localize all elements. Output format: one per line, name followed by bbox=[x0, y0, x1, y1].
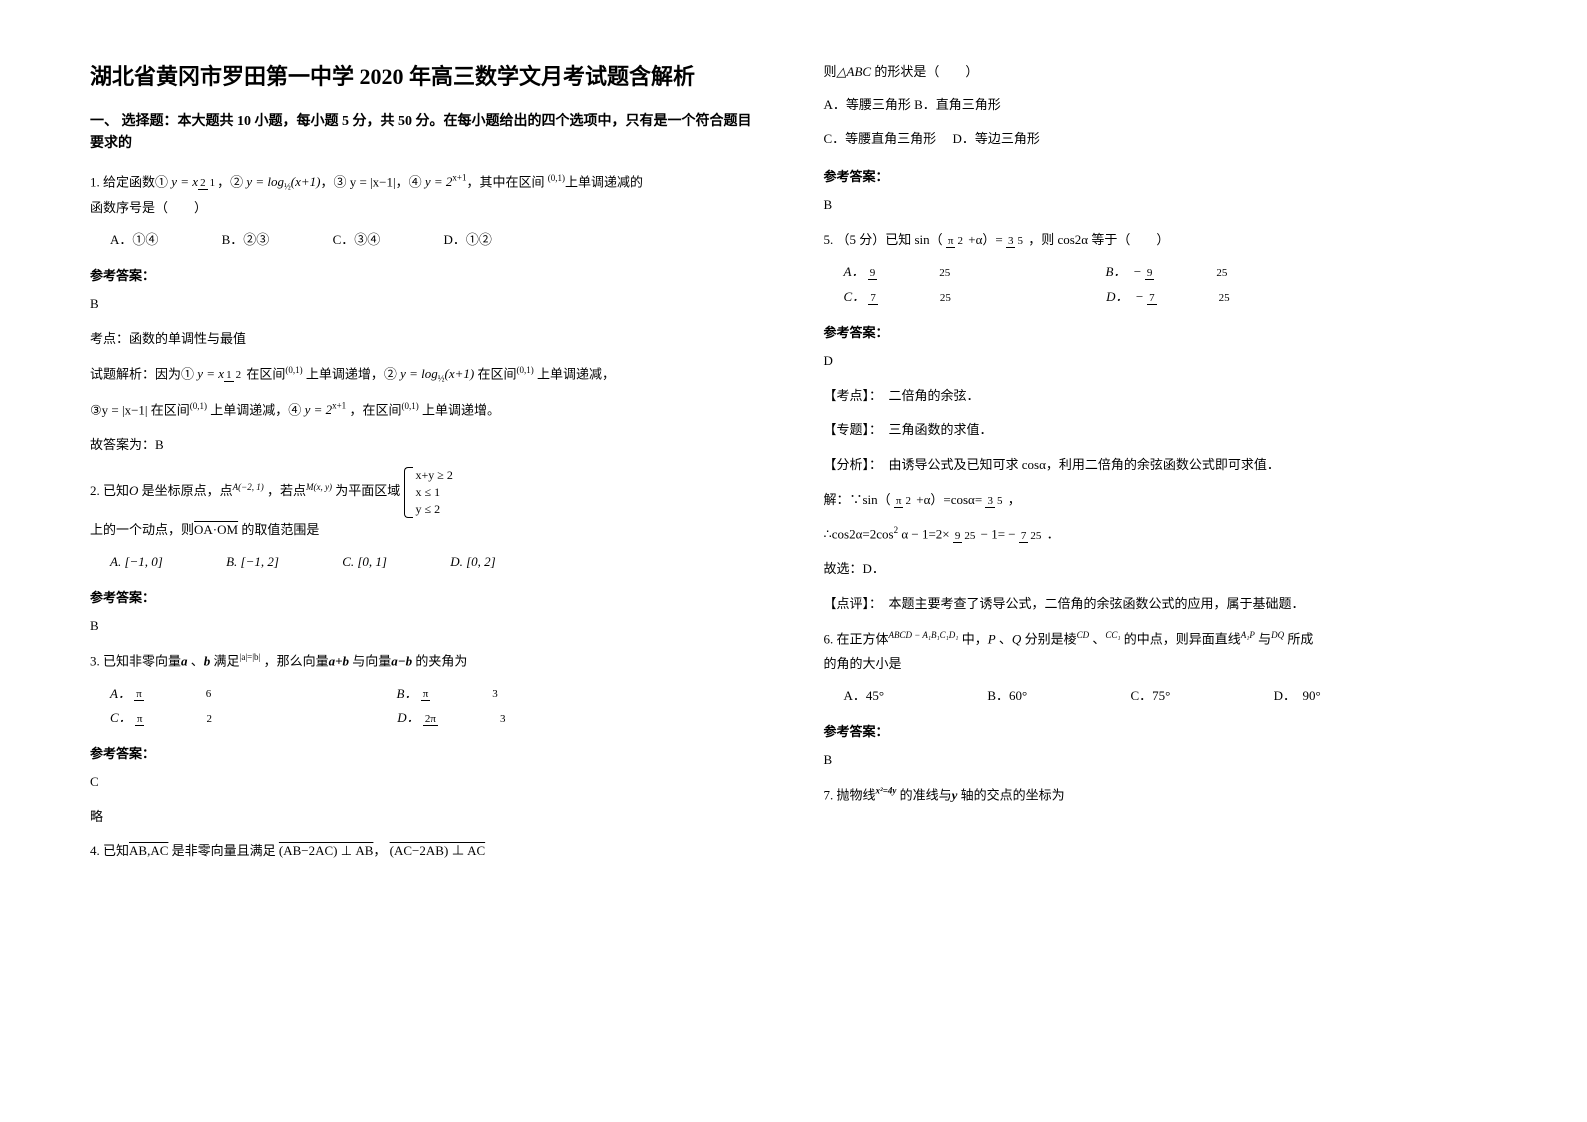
q4-answer: B bbox=[824, 193, 1498, 218]
q2-region: x+y ≥ 2 x ≤ 1 y ≤ 2 bbox=[404, 467, 453, 517]
q3-note: 略 bbox=[90, 805, 764, 830]
q2-opt-c: C. [0, 1] bbox=[342, 550, 387, 575]
q2-opt-b: B. [−1, 2] bbox=[226, 550, 279, 575]
q1-line2: 函数序号是（ ） bbox=[90, 200, 207, 215]
q5-k2: 【专题】： 三角函数的求值． bbox=[824, 418, 1498, 443]
question-2: 2. 已知O 是坐标原点，点A(−2, 1) ，若点M(x, y) 为平面区域 … bbox=[90, 467, 764, 542]
q1-text-c: ，③ bbox=[320, 174, 346, 189]
q5-opt-a: A． 925 bbox=[844, 260, 1073, 285]
section-heading: 一、 选择题：本大题共 10 小题，每小题 5 分，共 50 分。在每小题给出的… bbox=[90, 111, 764, 156]
q1-opt-d: D．①② bbox=[443, 228, 491, 253]
q3-answer: C bbox=[90, 770, 764, 795]
q1-f4: y = 2x+1 bbox=[425, 174, 467, 189]
q1-note4: 故答案为：B bbox=[90, 433, 764, 458]
q6-answer: B bbox=[824, 748, 1498, 773]
q6-options: A．45° B．60° C．75° D． 90° bbox=[824, 684, 1498, 709]
q3-opt-c: C． π2 bbox=[110, 706, 334, 731]
page-title: 湖北省黄冈市罗田第一中学 2020 年高三数学文月考试题含解析 bbox=[90, 60, 764, 93]
question-7: 7. 抛物线x²=4y 的准线与y 轴的交点的坐标为 bbox=[824, 783, 1498, 808]
q4-answer-label: 参考答案： bbox=[824, 166, 1498, 185]
q5-opt-d: D． − 725 bbox=[1106, 285, 1351, 310]
q1-opt-a: A．①④ bbox=[110, 228, 158, 253]
q1-f3: y = |x−1| bbox=[350, 174, 396, 189]
q2-answer: B bbox=[90, 614, 764, 639]
q1-f1: y = x21 bbox=[171, 174, 217, 189]
q5-solution2: ∴cos2α=2cos2 α − 1=2× 925 − 1= − 725 ． bbox=[824, 522, 1498, 547]
q5-opt-b: B． − 925 bbox=[1105, 260, 1349, 285]
q5-solution1: 解：∵sin（ π2 +α）=cosα= 35 ， bbox=[824, 488, 1498, 513]
q1-text-b: ，② bbox=[217, 174, 243, 189]
q5-solution3: 故选：D． bbox=[824, 557, 1498, 582]
q2-answer-label: 参考答案： bbox=[90, 587, 764, 606]
q1-options: A．①④ B．②③ C．③④ D．①② bbox=[90, 228, 764, 253]
left-column: 湖北省黄冈市罗田第一中学 2020 年高三数学文月考试题含解析 一、 选择题：本… bbox=[90, 60, 764, 1062]
q6-opt-b: B．60° bbox=[987, 684, 1027, 709]
q5-opt-c: C． 725 bbox=[844, 285, 1073, 310]
q3-answer-label: 参考答案： bbox=[90, 743, 764, 762]
q2-options: A. [−1, 0] B. [−1, 2] C. [0, 1] D. [0, 2… bbox=[90, 550, 764, 575]
q4-options-cd: C．等腰直角三角形 D．等边三角形 bbox=[824, 127, 1498, 152]
q6-opt-a: A．45° bbox=[844, 684, 885, 709]
q1-text-e: ，其中在区间 bbox=[466, 174, 544, 189]
question-3: 3. 已知非零向量a 、b 满足|a|=|b| ，那么向量a+b 与向量a−b … bbox=[90, 649, 764, 674]
q2-opt-a: A. [−1, 0] bbox=[110, 550, 163, 575]
right-column: 则△ABC 的形状是（ ） A．等腰三角形 B．直角三角形 C．等腰直角三角形 … bbox=[824, 60, 1498, 1062]
q5-k4: 【点评】： 本题主要考查了诱导公式，二倍角的余弦函数公式的应用，属于基础题． bbox=[824, 592, 1498, 617]
question-6: 6. 在正方体ABCD − A₁B₁C₁D₁ 中，P 、Q 分别是棱CD 、CC… bbox=[824, 627, 1498, 677]
q3-opt-d: D． 2π3 bbox=[397, 706, 627, 731]
q6-opt-c: C．75° bbox=[1130, 684, 1170, 709]
q4-continued: 则△ABC 的形状是（ ） bbox=[824, 60, 1498, 85]
q5-options: A． 925 B． − 925 C． 725 D． − 725 bbox=[824, 260, 1498, 309]
q6-answer-label: 参考答案： bbox=[824, 721, 1498, 740]
q6-opt-d: D． 90° bbox=[1274, 684, 1321, 709]
q1-text-d: ，④ bbox=[396, 174, 422, 189]
q1-text-f: 上单调递减的 bbox=[565, 174, 643, 189]
q1-interval: (0,1) bbox=[548, 173, 565, 183]
q4-options-ab: A．等腰三角形 B．直角三角形 bbox=[824, 93, 1498, 118]
q2-opt-d: D. [0, 2] bbox=[450, 550, 496, 575]
q3-opt-a: A． π6 bbox=[110, 682, 333, 707]
question-4: 4. 已知AB,AC 是非零向量且满足 (AB−2AC) ⊥ AB， (AC−2… bbox=[90, 839, 764, 864]
question-1: 1. 给定函数① y = x21，② y = log½(x+1)，③ y = |… bbox=[90, 170, 764, 221]
q1-answer: B bbox=[90, 292, 764, 317]
q1-answer-label: 参考答案： bbox=[90, 265, 764, 284]
q1-opt-b: B．②③ bbox=[222, 228, 270, 253]
q5-k3: 【分析】： 由诱导公式及已知可求 cosα，利用二倍角的余弦函数公式即可求值． bbox=[824, 453, 1498, 478]
question-5: 5. （5 分）已知 sin（ π2 +α）= 35 ，则 cos2α 等于（ … bbox=[824, 228, 1498, 253]
q1-opt-c: C．③④ bbox=[333, 228, 381, 253]
q5-answer: D bbox=[824, 349, 1498, 374]
q1-f2: y = log½(x+1) bbox=[246, 174, 320, 189]
q1-note2: 试题解析：因为① y = x12 在区间(0,1) 上单调递增，② y = lo… bbox=[90, 362, 764, 388]
q3-options: A． π6 B． π3 C． π2 D． 2π3 bbox=[90, 682, 764, 731]
q1-note1: 考点：函数的单调性与最值 bbox=[90, 327, 764, 352]
q5-answer-label: 参考答案： bbox=[824, 322, 1498, 341]
q1-text-a: 1. 给定函数① bbox=[90, 174, 168, 189]
q5-k1: 【考点】： 二倍角的余弦． bbox=[824, 384, 1498, 409]
q3-opt-b: B． π3 bbox=[397, 682, 620, 707]
q1-note3: ③y = |x−1| 在区间(0,1) 上单调递减，④ y = 2x+1 ，在区… bbox=[90, 398, 764, 423]
